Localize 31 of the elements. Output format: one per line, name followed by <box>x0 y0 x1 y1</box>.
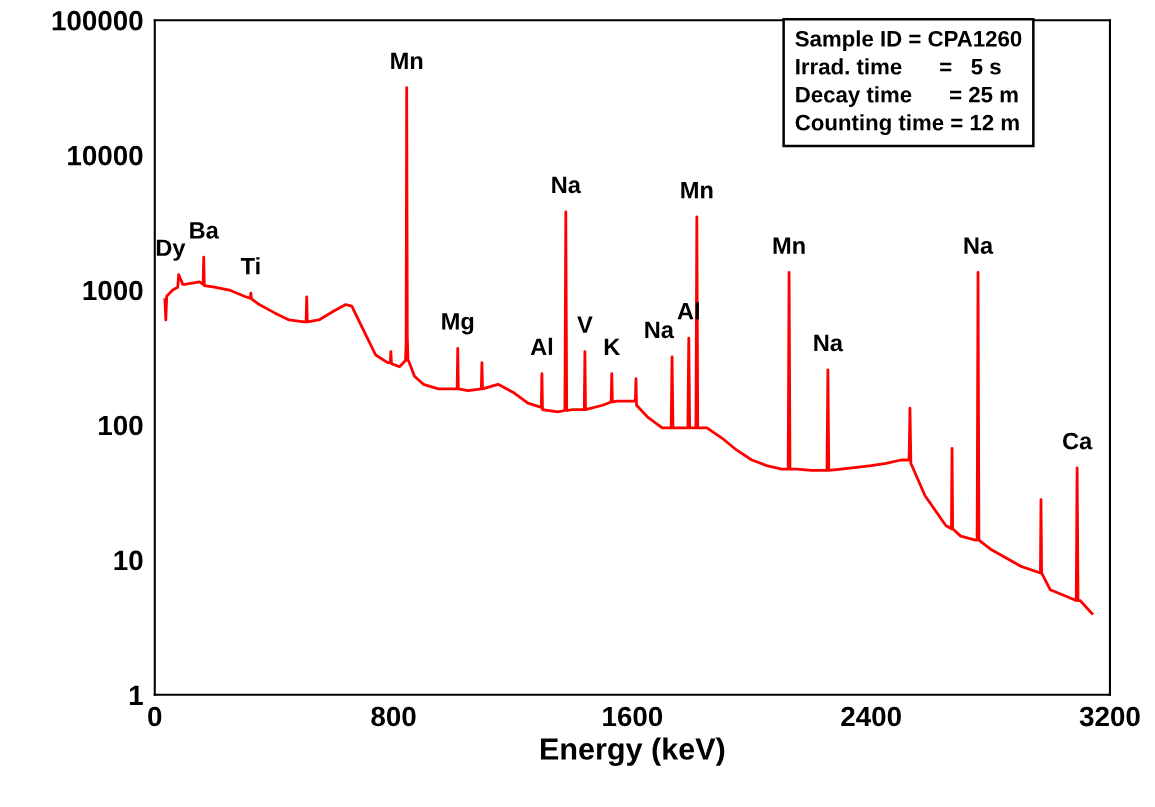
annotation: Na <box>552 176 582 194</box>
annotation: Na <box>964 237 994 254</box>
x-tick-label: 2400 <box>841 706 901 727</box>
annotation: Ca <box>1063 432 1093 450</box>
annotation: Na <box>645 321 675 339</box>
annotation: Decay time = 25 m <box>796 86 1018 107</box>
annotation: Mn <box>391 52 423 69</box>
y-tick-label: 100 <box>99 415 143 436</box>
x-axis-title: Energy (keV) <box>541 737 725 766</box>
y-tick-label: 100000 <box>52 10 143 31</box>
annotation: Irrad. time = 5 s <box>796 58 1001 75</box>
annotation: Mg <box>442 313 474 335</box>
y-tick-label: 10 <box>114 550 143 571</box>
annotation: Ti <box>240 257 260 275</box>
x-tick-label: 800 <box>371 706 416 727</box>
x-tick-label: 0 <box>148 706 162 727</box>
y-tick-label: 1000 <box>83 280 143 301</box>
annotation: Sample ID = CPA1260 <box>795 30 1022 52</box>
annotation: Na <box>814 334 844 352</box>
x-tick-label: 3200 <box>1079 706 1140 727</box>
annotation: Ba <box>190 222 219 239</box>
annotation: Mn <box>681 181 713 199</box>
annotation: Mn <box>773 237 805 254</box>
annotation: Dy <box>156 239 186 261</box>
y-tick-label: 1 <box>129 685 143 705</box>
annotation: V <box>577 316 593 333</box>
x-tick-label: 1600 <box>603 706 663 727</box>
annotation: Counting time = 12 m <box>795 114 1019 135</box>
annotation: K <box>604 338 621 355</box>
annotation: Al <box>530 337 553 355</box>
y-tick-label: 10000 <box>68 145 143 166</box>
